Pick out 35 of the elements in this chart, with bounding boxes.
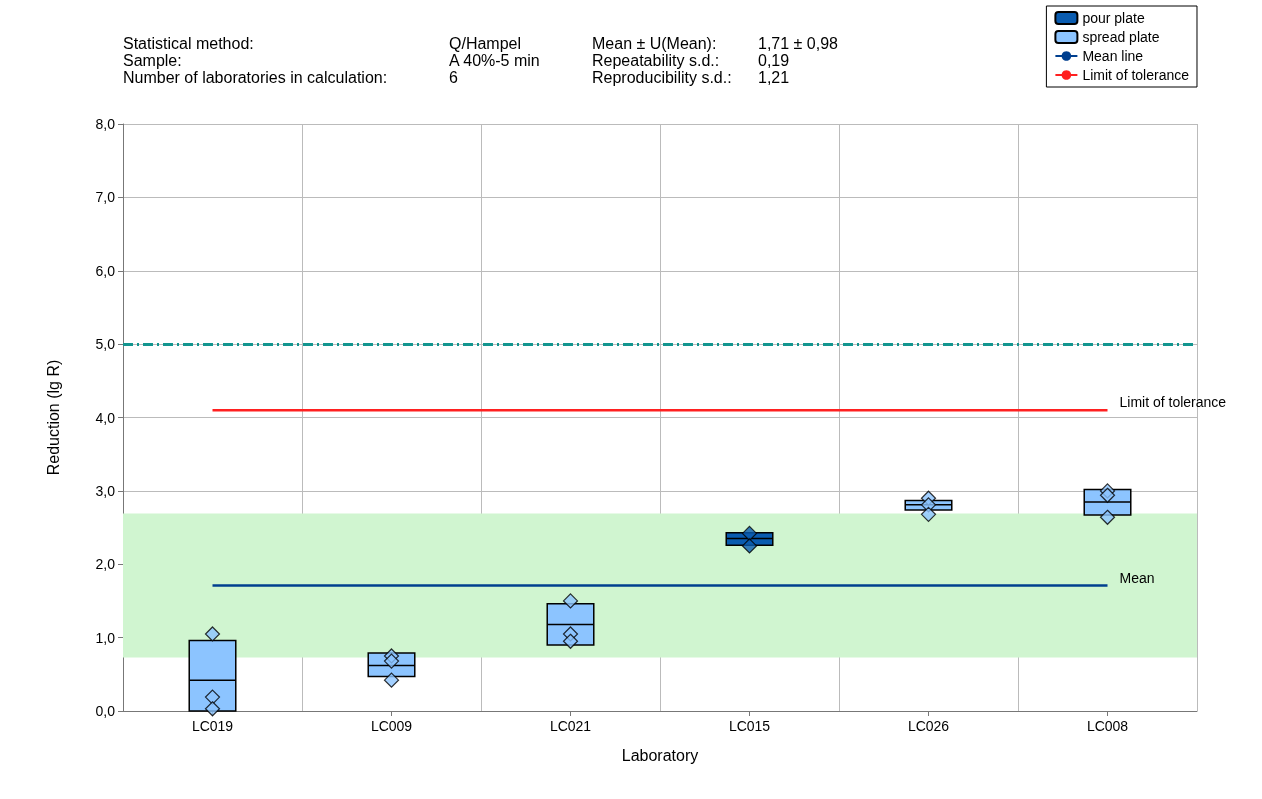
x-tick-label: LC019 (191, 718, 234, 734)
y-tick-label: 5,0 (95, 336, 116, 353)
text: Reproducibility s.d.: (592, 69, 733, 86)
text: 1,71 ± 0,98 (758, 35, 838, 52)
y-tick-label: 3,0 (95, 482, 116, 499)
legend-label: Mean line (1082, 48, 1144, 64)
y-tick-label: 0,0 (95, 703, 116, 719)
y-tick-label: 4,0 (95, 409, 116, 426)
legend-label: Limit of tolerance (1082, 67, 1190, 83)
y-tick-label: 1,0 (95, 629, 116, 646)
annotation: Mean (1119, 569, 1155, 586)
x-tick-label: LC026 (907, 718, 950, 734)
text: Mean ± U(Mean): (592, 35, 718, 52)
y-axis-title: Reduction (lg R) (44, 359, 62, 476)
y-tick-label: 8,0 (95, 116, 116, 132)
y-tick-label: 6,0 (95, 262, 116, 279)
text: Sample: (123, 52, 183, 69)
text: Statistical method: (123, 35, 255, 52)
legend-label: pour plate (1082, 10, 1145, 26)
text: 0,19 (758, 52, 791, 69)
text: Repeatability s.d.: (592, 52, 721, 69)
y-tick-label: 2,0 (95, 556, 116, 573)
x-axis-title: Laboratory (621, 746, 699, 764)
x-tick-label: LC021 (549, 718, 592, 734)
legend-label: spread plate (1082, 29, 1160, 45)
x-tick-label: LC008 (1086, 718, 1129, 734)
x-tick-label: LC009 (370, 718, 413, 734)
x-tick-label: LC015 (728, 718, 771, 734)
text: 1,21 (758, 69, 791, 86)
text: Number of laboratories in calculation: (123, 69, 389, 86)
text: Q/Hampel (449, 35, 523, 52)
text: A 40%-5 min (449, 52, 541, 69)
text: 6 (449, 69, 459, 86)
y-tick-label: 7,0 (95, 189, 116, 206)
annotation: Limit of tolerance (1119, 394, 1227, 411)
